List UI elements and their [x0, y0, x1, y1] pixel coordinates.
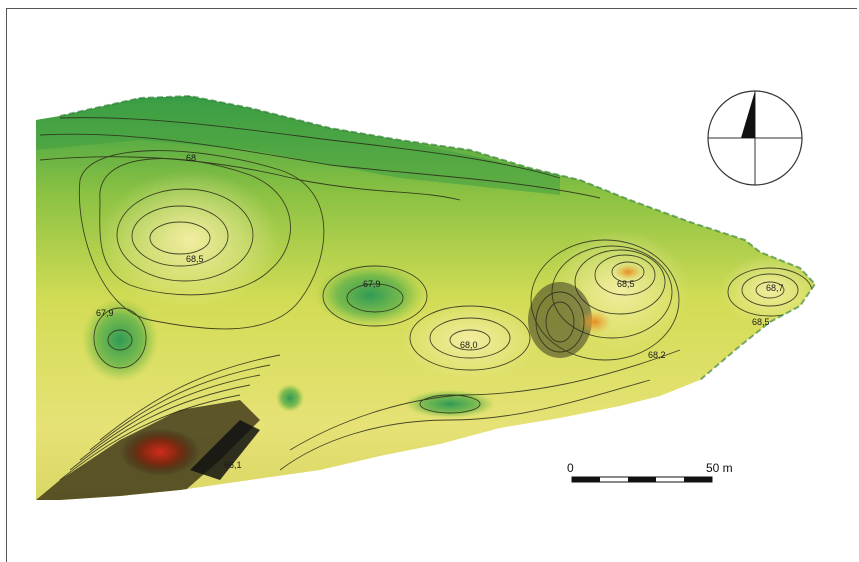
contour-label: 68,5	[617, 279, 635, 289]
contour-label: 67,9	[363, 279, 381, 289]
north-arrow-icon	[707, 90, 803, 186]
scale-bar: 0 50 m	[567, 461, 733, 483]
contour-label: 68,5	[186, 254, 204, 264]
contour-label: 68,2	[648, 350, 666, 360]
contour-label-group: 68 68,5 67,9 67,9 68,0 68,5 68,7 68,2 68…	[96, 153, 784, 470]
contour-label: 67,9	[96, 308, 114, 318]
contour-lines	[39, 117, 813, 481]
contour-label: 68,7	[766, 283, 784, 293]
contour-label: 68,0	[460, 340, 478, 350]
scale-start-label: 0	[567, 461, 574, 475]
contour-label: 68,5	[752, 317, 770, 327]
scale-end-label: 50 m	[706, 461, 733, 475]
terrain-surface	[36, 96, 815, 500]
map-frame	[6, 8, 857, 562]
contour-label: 66,1	[224, 460, 242, 470]
contour-label: 68	[186, 153, 196, 163]
